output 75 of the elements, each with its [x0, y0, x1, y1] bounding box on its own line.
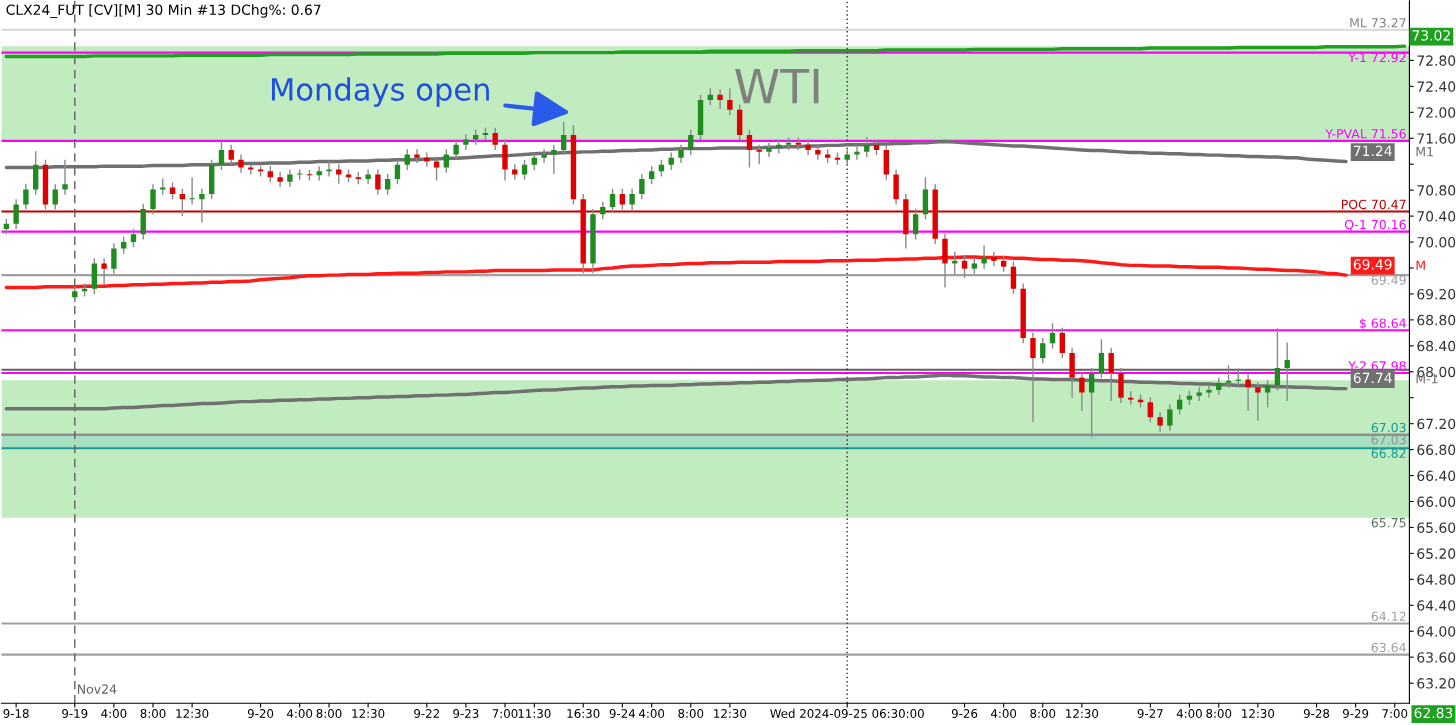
- ref-line-label: Y-PVAL 71.56: [1325, 128, 1406, 139]
- text: WTI: [735, 68, 819, 104]
- ref-line-label: 66.82: [1371, 448, 1406, 458]
- y-tick-label: 65.60: [1417, 522, 1456, 533]
- x-tick-label: 4:00: [638, 709, 665, 718]
- x-tick-label: 9-23: [453, 709, 479, 718]
- y-tick-label: 72.00: [1417, 107, 1456, 118]
- data-label: 73.02: [1412, 30, 1450, 41]
- x-tick-label: 7:00: [492, 709, 518, 718]
- x-tick-label: 9-22: [414, 709, 439, 718]
- y-tick-label: 68.80: [1417, 314, 1456, 326]
- y-tick-label: 70.40: [1417, 211, 1456, 222]
- y-tick-label: 67.20: [1417, 418, 1456, 430]
- x-tick-label: 7:00: [1382, 709, 1408, 718]
- y-tick-label: 70.80: [1417, 185, 1456, 196]
- x-tick-label: 8:00: [1030, 709, 1056, 718]
- x-tick-label: 12:30: [176, 709, 209, 718]
- x-tick-label: 11:30: [518, 709, 551, 718]
- x-tick-label: 9-28: [1303, 709, 1330, 718]
- y-tick-label: 66.40: [1417, 470, 1456, 482]
- ref-line-label: Nov24: [77, 684, 117, 694]
- x-tick-label: 8:00: [140, 709, 166, 718]
- ref-line-label: 63.64: [1371, 642, 1406, 653]
- x-tick-label: 9-27: [1137, 709, 1163, 718]
- ref-line-label: Y-1 72.92: [1348, 52, 1406, 63]
- x-tick-label: 9-26: [951, 709, 978, 718]
- legend-label: M1: [1416, 147, 1433, 157]
- y-tick-label: 63.20: [1417, 678, 1456, 689]
- x-tick-label: 12:30: [1066, 709, 1099, 718]
- y-tick-label: 66.00: [1417, 496, 1456, 507]
- y-tick-label: 69.20: [1417, 288, 1456, 300]
- y-tick-label: 64.80: [1417, 574, 1456, 585]
- y-tick-label: 72.40: [1417, 81, 1456, 92]
- x-tick-label: 12:30: [1242, 709, 1275, 718]
- ref-line-label: 67.03: [1371, 422, 1406, 433]
- y-tick-label: 64.00: [1417, 626, 1456, 637]
- ref-line-label: ML 73.27: [1350, 18, 1406, 28]
- data-label: 71.24: [1353, 145, 1392, 156]
- y-tick-label: 72.80: [1417, 55, 1456, 66]
- data-label: 67.74: [1353, 372, 1392, 384]
- ref-line-label: POC 70.47: [1341, 199, 1406, 210]
- x-tick-label: 12:30: [714, 709, 747, 718]
- x-tick-label: 4:00: [101, 709, 127, 718]
- x-tick-label: 4:00: [286, 709, 313, 718]
- ref-line-label: Y-2 67.98: [1348, 361, 1406, 371]
- text: 62.83: [1414, 707, 1453, 719]
- data-label: 69.49: [1353, 259, 1392, 270]
- x-tick-label: 9-18: [3, 709, 29, 718]
- x-tick-label: 9-29: [1342, 709, 1369, 718]
- y-tick-label: 63.60: [1417, 652, 1456, 663]
- x-tick-label: 8:00: [678, 709, 704, 718]
- y-tick-label: 64.40: [1417, 600, 1456, 611]
- chart-subtitle: CLX24_FUT [CV][M] 30 Min #13 DChg%: 0.67: [6, 4, 321, 19]
- y-tick-label: 70.00: [1417, 237, 1456, 248]
- x-tick-label: 9-19: [62, 709, 88, 718]
- x-tick-label: 4:00: [990, 709, 1017, 718]
- band-label: 65.75: [1371, 517, 1406, 528]
- x-tick-label: 4:00: [1176, 709, 1202, 718]
- x-tick-label: 12:30: [352, 709, 385, 718]
- x-tick-label: Wed 2024-09-25 06:30:00: [770, 708, 924, 718]
- annotation: Mondays open: [271, 77, 489, 107]
- x-tick-label: 8:00: [1206, 709, 1232, 718]
- ref-line-label: Q-1 70.16: [1344, 219, 1406, 231]
- ref-line-label: $ 68.64: [1359, 318, 1406, 330]
- legend-label: M: [1416, 260, 1425, 270]
- y-tick-label: 65.20: [1417, 548, 1456, 559]
- x-tick-label: 16:30: [567, 709, 600, 718]
- y-tick-label: 68.40: [1417, 340, 1456, 352]
- y-tick-label: 71.60: [1417, 133, 1456, 144]
- x-tick-label: 8:00: [316, 709, 342, 718]
- y-tick-label: 66.80: [1417, 444, 1456, 456]
- x-tick-label: 9-20: [247, 709, 274, 718]
- ref-line-label: 67.03: [1371, 434, 1406, 445]
- x-tick-label: 9-24: [609, 709, 636, 718]
- ref-line-label: 64.12: [1371, 611, 1406, 622]
